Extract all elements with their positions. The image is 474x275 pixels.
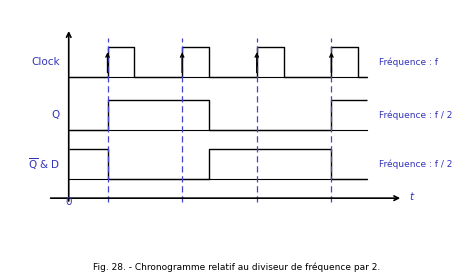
Text: t: t <box>409 192 413 202</box>
Text: Fréquence : f / 2: Fréquence : f / 2 <box>379 160 453 169</box>
Text: Fig. 28. - Chronogramme relatif au diviseur de fréquence par 2.: Fig. 28. - Chronogramme relatif au divis… <box>93 263 381 272</box>
Text: Fréquence : f: Fréquence : f <box>379 57 438 67</box>
Text: $\overline{\rm Q}$ & D: $\overline{\rm Q}$ & D <box>27 156 60 172</box>
Text: Q: Q <box>52 110 60 120</box>
Text: Fréquence : f / 2: Fréquence : f / 2 <box>379 110 453 120</box>
Text: 0: 0 <box>65 197 72 207</box>
Text: Clock: Clock <box>31 57 60 67</box>
